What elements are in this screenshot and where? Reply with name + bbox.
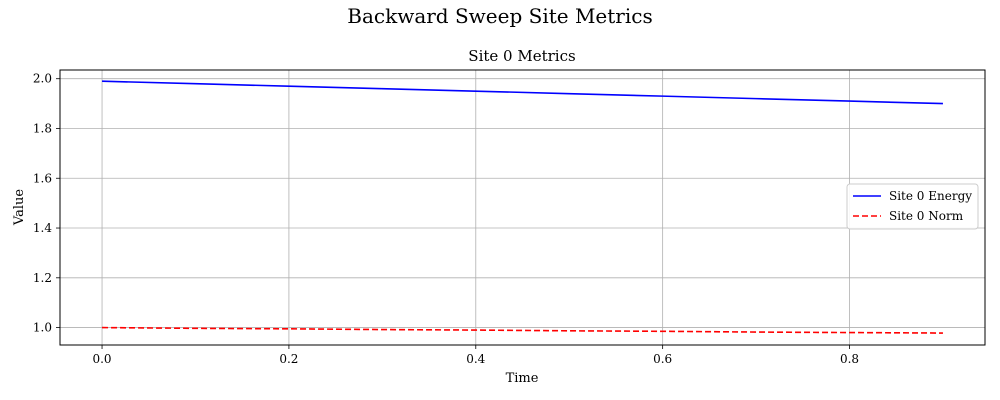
legend-label: Site 0 Norm xyxy=(889,209,964,223)
y-tick-label: 1.8 xyxy=(33,121,52,135)
x-tick-label: 0.2 xyxy=(279,352,298,366)
x-tick-label: 0.4 xyxy=(466,352,485,366)
y-tick-label: 2.0 xyxy=(33,72,52,86)
y-axis-label: Value xyxy=(12,189,27,226)
y-tick-label: 1.2 xyxy=(33,271,52,285)
y-tick-label: 1.6 xyxy=(33,171,52,185)
x-tick-label: 0.8 xyxy=(840,352,859,366)
y-tick-label: 1.0 xyxy=(33,321,52,335)
legend-label: Site 0 Energy xyxy=(889,189,972,203)
series-line-norm xyxy=(102,326,943,334)
chart-title: Site 0 Metrics xyxy=(468,47,575,65)
grid-lines xyxy=(60,70,985,345)
series-line-energy xyxy=(102,80,943,105)
figure-title: Backward Sweep Site Metrics xyxy=(347,4,652,28)
x-axis-label: Time xyxy=(506,371,539,386)
series-group xyxy=(102,80,943,334)
axis-ticks: 0.0 0.2 0.4 0.6 0.8 1.0 1.2 1.4 1.6 1.8 2.0 xyxy=(33,72,859,366)
plot-frame xyxy=(59,69,986,346)
x-tick-label: 0.6 xyxy=(653,352,672,366)
legend: Site 0 Energy Site 0 Norm xyxy=(846,183,979,230)
y-tick-label: 1.4 xyxy=(33,221,52,235)
x-tick-label: 0.0 xyxy=(92,352,111,366)
